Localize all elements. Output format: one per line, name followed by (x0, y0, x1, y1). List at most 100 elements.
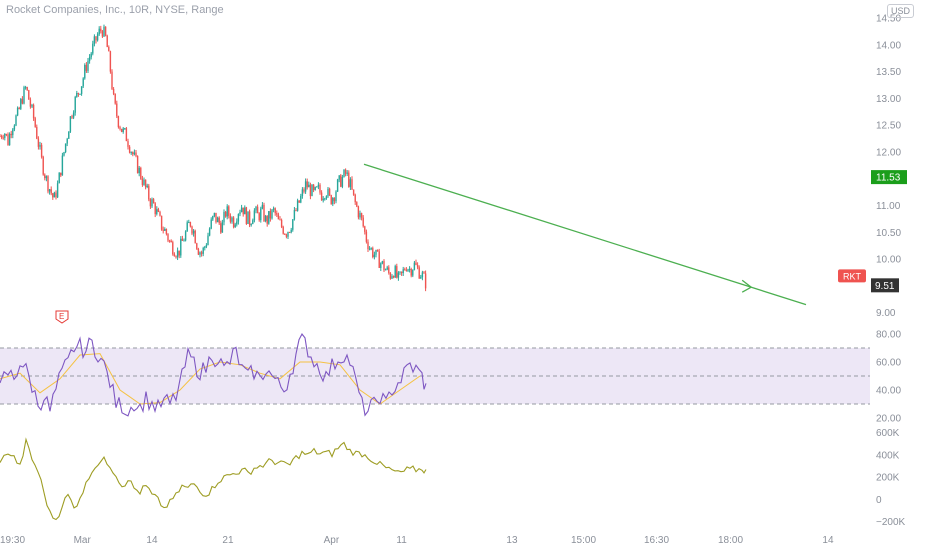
candle-body (293, 210, 296, 220)
candle-body (10, 133, 12, 136)
price-candles (0, 24, 427, 292)
candle-body (408, 269, 411, 271)
candle-body (136, 155, 139, 174)
candle-body (335, 191, 337, 202)
candle-body (148, 185, 150, 200)
candle-body (397, 272, 400, 278)
candle-body (36, 126, 38, 139)
candle-body (308, 184, 310, 188)
candle-body (8, 133, 11, 146)
candle-body (242, 207, 244, 215)
candle-body (248, 211, 251, 226)
candle-body (263, 204, 265, 222)
candle-body (71, 116, 73, 118)
candle-body (160, 215, 163, 230)
candle-body (348, 172, 350, 187)
candle-body (280, 219, 283, 227)
time-tick-label: 15:00 (571, 535, 596, 546)
candle-body (396, 266, 398, 278)
candle-body (116, 103, 118, 117)
candle-body (213, 212, 216, 217)
candle-body (7, 134, 9, 146)
candle-body (300, 195, 302, 203)
candle-body (128, 146, 131, 153)
candle-body (410, 269, 412, 276)
candle-body (188, 222, 190, 224)
candle-body (391, 276, 393, 279)
candle-body (61, 155, 64, 176)
candle-body (373, 254, 376, 258)
candle-body (21, 99, 24, 104)
candle-body (79, 93, 81, 95)
candle-body (95, 36, 97, 41)
candle-body (157, 209, 160, 212)
candle-body (15, 115, 17, 126)
candle-body (173, 254, 176, 257)
candle-body (189, 222, 192, 227)
candle-body (210, 219, 212, 229)
candle-body (324, 198, 326, 200)
candle-body (250, 224, 252, 226)
candle-body (240, 207, 243, 213)
volume-tick-label: 600K (876, 428, 900, 439)
time-tick-label: Apr (324, 535, 340, 546)
candle-body (152, 199, 155, 204)
candle-body (130, 152, 132, 154)
candle-body (338, 175, 340, 180)
candle-body (140, 167, 142, 179)
candle-body (304, 181, 307, 192)
candle-body (104, 26, 107, 36)
currency-button[interactable]: USD (886, 4, 914, 18)
candle-body (55, 192, 57, 198)
candle-body (53, 192, 56, 198)
candle-body (192, 230, 195, 234)
candle-body (368, 248, 371, 250)
candle-body (272, 208, 275, 210)
candle-body (317, 184, 320, 187)
candle-body (343, 169, 345, 177)
volume-indicator-line (0, 437, 427, 521)
candle-body (200, 252, 203, 254)
chart-title: Rocket Companies, Inc., 10R, NYSE, Range (6, 4, 224, 16)
candle-body (212, 216, 214, 220)
candle-body (106, 35, 108, 48)
candle-body (183, 240, 185, 242)
candle-body (4, 133, 6, 138)
candle-body (279, 219, 281, 221)
candle-body (362, 217, 364, 227)
candle-body (165, 228, 168, 234)
candle-body (312, 184, 315, 190)
time-tick-label: 19:30 (0, 535, 25, 546)
candle-body (424, 273, 427, 289)
candle-body (418, 267, 420, 279)
candle-body (327, 188, 329, 197)
rsi-moving-average (0, 353, 421, 405)
time-axis: 19:30 Mar 14 21 Apr 11 13 15:00 16:30 18:00 14 (0, 535, 834, 546)
candle-body (100, 28, 102, 32)
candle-body (357, 206, 360, 218)
candle-body (359, 213, 361, 218)
candle-body (34, 118, 36, 127)
candle-body (325, 196, 328, 199)
candle-body (292, 219, 294, 230)
candle-body (176, 250, 179, 258)
candle-body (199, 252, 201, 255)
candle-body (303, 189, 305, 192)
candle-body (276, 213, 278, 215)
candle-body (77, 92, 80, 95)
candle-body (378, 251, 380, 268)
candle-body (384, 269, 387, 271)
candle-body (320, 192, 323, 201)
candle-body (380, 263, 382, 268)
candle-body (413, 262, 416, 270)
candle-body (370, 248, 372, 250)
candle-body (135, 152, 137, 156)
candle-body (96, 34, 99, 41)
candle-body (184, 231, 187, 241)
candle-body (66, 138, 68, 144)
candle-body (5, 133, 8, 135)
candle-body (50, 189, 52, 194)
candle-body (381, 261, 384, 264)
candle-body (412, 269, 414, 276)
